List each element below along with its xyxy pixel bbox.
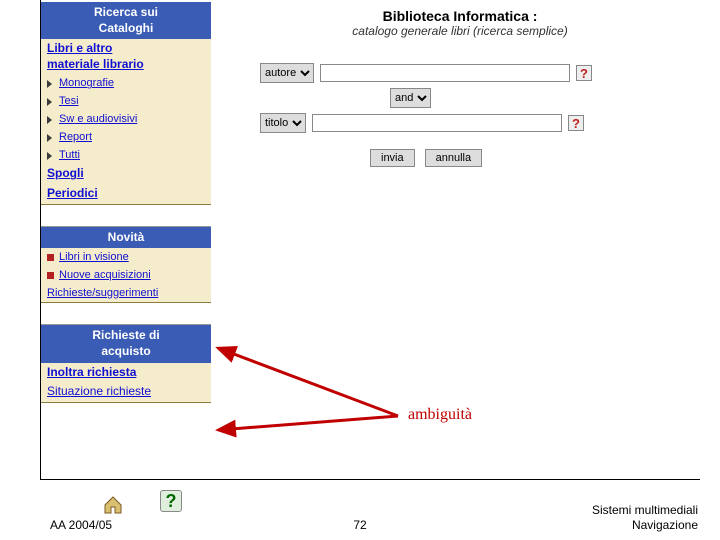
field1-input[interactable] xyxy=(320,64,570,82)
operator-select[interactable]: and xyxy=(390,88,431,108)
nav-item-tutti[interactable]: Tutti xyxy=(41,146,211,164)
hdr1-line2: Cataloghi xyxy=(99,21,154,35)
nav-link-richieste-sugg[interactable]: Richieste/suggerimenti xyxy=(41,284,211,302)
square-icon xyxy=(47,254,54,261)
search-row-2: titolo ? xyxy=(230,113,690,133)
page-title: Biblioteca Informatica : xyxy=(230,2,690,24)
nav-link-spogli[interactable]: Spogli xyxy=(41,164,211,184)
nav-item-libri-visione[interactable]: Libri in visione xyxy=(41,248,211,266)
triangle-icon xyxy=(47,98,52,106)
field2-input[interactable] xyxy=(312,114,562,132)
help-icon[interactable]: ? xyxy=(568,115,584,131)
nav-header-novita: Novità xyxy=(41,227,211,249)
triangle-icon xyxy=(47,80,52,88)
nav-link-periodici[interactable]: Periodici xyxy=(41,184,211,204)
annotation-label: ambiguità xyxy=(408,406,472,424)
cancel-button[interactable]: annulla xyxy=(425,149,482,167)
triangle-icon xyxy=(47,134,52,142)
field1-select[interactable]: autore xyxy=(260,63,314,83)
button-row: invia annulla xyxy=(230,149,690,167)
hdr1-line1: Ricerca sui xyxy=(94,5,158,19)
submit-button[interactable]: invia xyxy=(370,149,415,167)
search-row-op: and xyxy=(230,88,690,108)
nav-item-nuove-acq[interactable]: Nuove acquisizioni xyxy=(41,266,211,284)
nav-header-cataloghi: Ricerca sui Cataloghi xyxy=(41,2,211,39)
nav-item-monografie[interactable]: Monografie xyxy=(41,74,211,92)
triangle-icon xyxy=(47,116,52,124)
page-subtitle: catalogo generale libri (ricerca semplic… xyxy=(230,24,690,58)
nav-block-3: Inoltra richiesta Situazione richieste xyxy=(41,363,211,403)
triangle-icon xyxy=(47,152,52,160)
nav-block-1: Libri e altro materiale librario Monogra… xyxy=(41,39,211,204)
spacer xyxy=(41,205,211,227)
nav-block-2: Libri in visione Nuove acquisizioni Rich… xyxy=(41,248,211,303)
help-icon[interactable]: ? xyxy=(576,65,592,81)
sidebar: Ricerca sui Cataloghi Libri e altro mate… xyxy=(41,2,211,403)
nav-link-libri[interactable]: Libri e altro materiale librario xyxy=(41,39,211,74)
nav-link-situazione[interactable]: Situazione richieste xyxy=(41,382,211,402)
nav-item-tesi[interactable]: Tesi xyxy=(41,92,211,110)
main-panel: Biblioteca Informatica : catalogo genera… xyxy=(230,2,690,167)
search-row-1: autore ? xyxy=(230,63,690,83)
footer-right: Sistemi multimediali Navigazione xyxy=(592,503,698,532)
square-icon xyxy=(47,272,54,279)
nav-item-report[interactable]: Report xyxy=(41,128,211,146)
nav-header-richieste: Richieste di acquisto xyxy=(41,325,211,362)
field2-select[interactable]: titolo xyxy=(260,113,306,133)
help-footer-icon[interactable]: ? xyxy=(160,490,182,512)
home-icon[interactable] xyxy=(102,493,124,515)
nav-link-inoltra[interactable]: Inoltra richiesta xyxy=(41,363,211,383)
nav-item-sw[interactable]: Sw e audiovisivi xyxy=(41,110,211,128)
spacer xyxy=(41,303,211,325)
